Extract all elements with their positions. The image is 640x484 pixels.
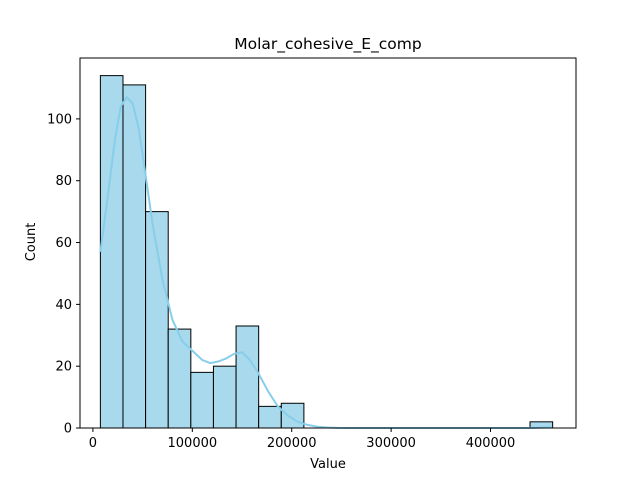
x-tick-label: 400000 (466, 436, 516, 451)
histogram-bar (280, 402, 305, 429)
histogram-bar (99, 75, 124, 429)
x-axis-ticks: 0 100000 200000 300000 400000 (89, 428, 516, 451)
x-tick-label: 200000 (267, 436, 317, 451)
y-tick-label: 20 (55, 360, 72, 375)
y-tick-label: 40 (55, 298, 72, 313)
histogram-bar (235, 325, 260, 429)
y-tick-label: 80 (55, 174, 72, 189)
bars-layer (99, 75, 554, 429)
histogram-bar (190, 371, 214, 429)
y-axis-title: Count (24, 223, 39, 262)
histogram-bar (212, 365, 237, 429)
histogram-bar (258, 405, 282, 429)
x-tick-label: 100000 (168, 436, 218, 451)
histogram-bar (122, 84, 147, 429)
x-axis-title: Value (310, 457, 346, 472)
x-tick-label: 0 (89, 436, 97, 451)
x-tick-label: 300000 (366, 436, 416, 451)
y-axis-ticks: 0 20 40 60 80 100 (47, 112, 80, 437)
y-tick-label: 100 (47, 112, 72, 127)
y-tick-label: 0 (64, 422, 72, 437)
histogram-bar (167, 328, 192, 429)
chart-title: Molar_cohesive_E_comp (234, 35, 421, 54)
y-tick-label: 60 (55, 236, 72, 251)
